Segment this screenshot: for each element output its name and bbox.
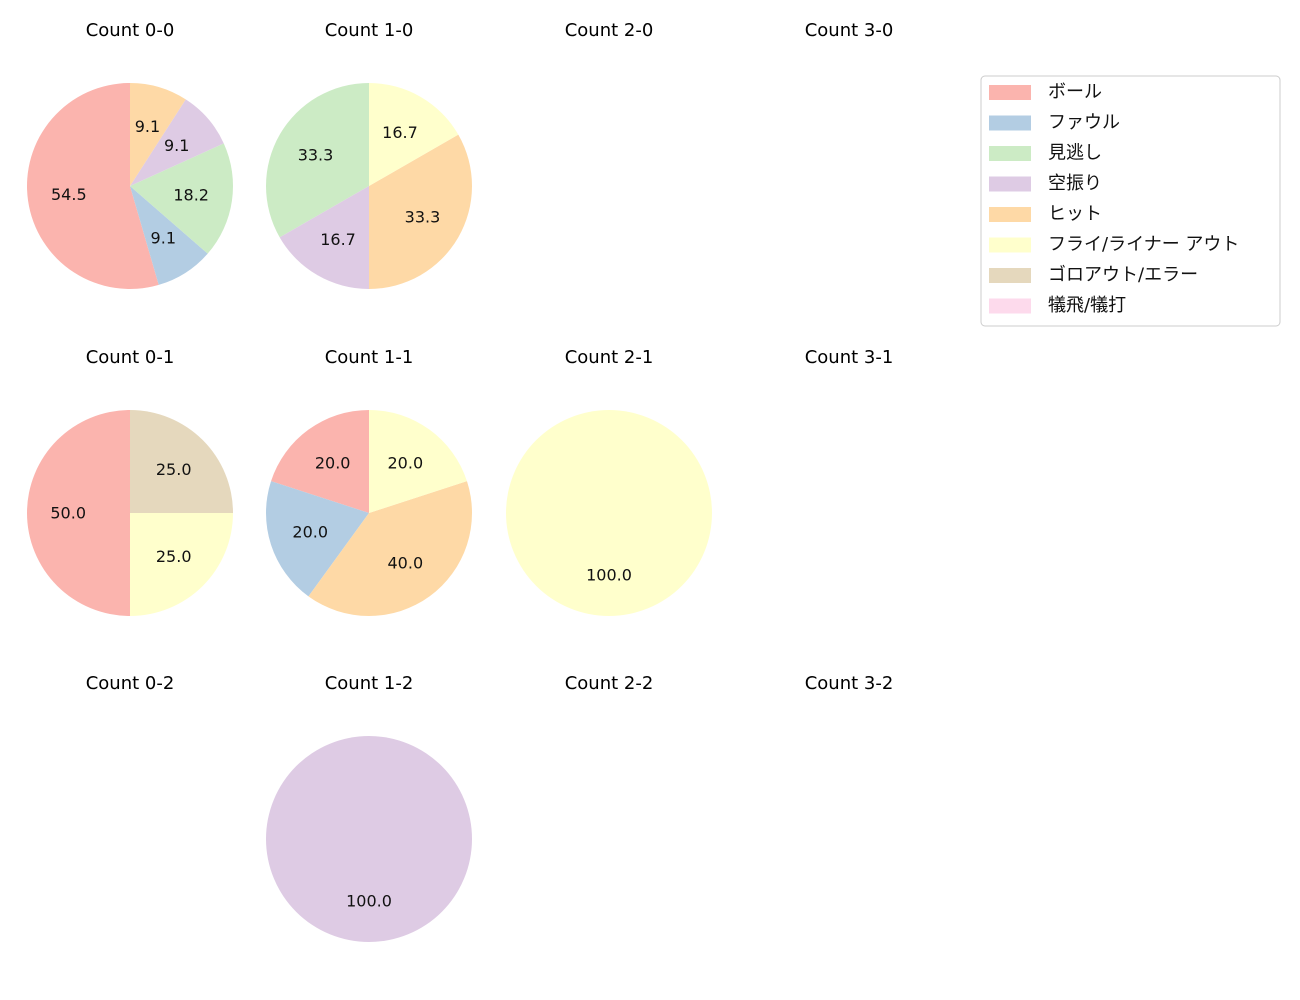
legend-item: 犠飛/犠打 (989, 295, 1126, 316)
pie-chart-count-3-2: Count 3-2 (805, 673, 894, 694)
chart-title: Count 0-2 (86, 673, 175, 694)
pie-chart-count-0-0: Count 0-054.59.118.29.19.1 (27, 20, 233, 289)
legend-swatch (989, 176, 1031, 192)
chart-title: Count 3-2 (805, 673, 894, 694)
slice-value-label: 50.0 (50, 504, 86, 523)
legend-item: ボール (989, 82, 1102, 103)
chart-title: Count 1-2 (325, 673, 414, 694)
chart-title: Count 3-0 (805, 20, 894, 41)
slice-value-label: 100.0 (346, 891, 392, 910)
legend-item: ファウル (989, 112, 1120, 133)
legend-item: ヒット (989, 204, 1102, 225)
pie-slice (369, 134, 472, 289)
chart-title: Count 2-1 (565, 347, 654, 368)
legend-swatch (989, 237, 1031, 253)
slice-value-label: 9.1 (135, 117, 160, 136)
pie-slice (279, 186, 369, 289)
pie-slice (130, 513, 233, 616)
legend-item: ゴロアウト/エラー (989, 265, 1198, 286)
legend-swatch (989, 298, 1031, 314)
slice-value-label: 25.0 (156, 460, 192, 479)
slice-value-label: 16.7 (382, 123, 418, 142)
pie-slice (308, 481, 472, 616)
pie-chart-count-1-0: Count 1-0 33.3 16.7 33.3 16.7 (265, 20, 472, 289)
chart-title: Count 1-1 (325, 347, 414, 368)
legend-label: ヒット (1048, 204, 1102, 225)
pie-slice (130, 143, 233, 254)
pie-slice (130, 186, 208, 285)
slice-value-label: 25.0 (156, 547, 192, 566)
pie-chart-count-1-2: Count 1-2 100.0 (266, 673, 472, 942)
slice-value-label: 16.7 (320, 230, 356, 249)
pie-slice (265, 83, 369, 238)
pie-slice (506, 410, 712, 616)
pie-chart-count-0-1: Count 0-1 50.0 25.0 25.0 (27, 347, 233, 616)
legend-label: フライ/ライナー アウト (1048, 234, 1239, 255)
chart-title: Count 3-1 (805, 347, 894, 368)
slice-value-label: 33.3 (298, 146, 334, 165)
pie-chart-count-3-0: Count 3-0 (805, 20, 894, 41)
pie-chart-count-0-2: Count 0-2 (86, 673, 175, 694)
pie-slice (369, 83, 459, 186)
slice-value-label: 9.1 (164, 136, 189, 155)
pie-chart-count-2-0: Count 2-0 (565, 20, 654, 41)
chart-title: Count 1-0 (325, 20, 414, 41)
chart-title: Count 0-1 (86, 347, 175, 368)
legend-swatch (989, 115, 1031, 131)
slice-value-label: 20.0 (315, 454, 351, 473)
slice-value-label: 100.0 (586, 565, 632, 584)
pie-slice (271, 410, 369, 513)
legend-item: 見逃し (989, 143, 1102, 164)
chart-title: Count 0-0 (86, 20, 175, 41)
pie-slice (130, 410, 233, 513)
pie-chart-count-2-2: Count 2-2 (565, 673, 654, 694)
legend-label: 犠飛/犠打 (1048, 295, 1126, 316)
legend-swatch (989, 146, 1031, 161)
pie-slice (130, 99, 224, 186)
legend-swatch (989, 268, 1031, 283)
legend-label: ゴロアウト/エラー (1048, 265, 1198, 286)
pie-slice (27, 83, 159, 289)
pie-slice (266, 481, 369, 597)
pie-slice (130, 83, 186, 186)
pie-chart-count-2-1: Count 2-1 100.0 (506, 347, 712, 616)
slice-value-label: 40.0 (388, 553, 424, 572)
legend-item: 空振り (989, 173, 1102, 194)
legend-frame (980, 75, 1281, 327)
pie-chart-count-1-1: Count 1-1 20.0 20.0 40.0 20.0 (266, 347, 472, 616)
legend-label: 見逃し (1048, 143, 1102, 164)
legend-label: ファウル (1048, 112, 1120, 133)
slice-value-label: 18.2 (173, 185, 209, 204)
legend-item: フライ/ライナー アウト (989, 234, 1239, 255)
pie-slice (369, 410, 467, 513)
slice-value-label: 20.0 (292, 523, 328, 542)
pie-slice (266, 736, 472, 942)
pie-chart-count-3-1: Count 3-1 (805, 347, 894, 368)
legend-swatch (989, 85, 1031, 100)
slice-value-label: 9.1 (151, 229, 176, 248)
legend-label: ボール (1048, 82, 1102, 103)
chart-title: Count 2-0 (565, 20, 654, 41)
slice-value-label: 54.5 (51, 185, 87, 204)
legend-swatch (989, 207, 1031, 222)
legend-label: 空振り (1048, 173, 1102, 194)
slice-value-label: 20.0 (388, 454, 424, 473)
chart-title: Count 2-2 (565, 673, 654, 694)
slice-value-label: 33.3 (405, 207, 441, 226)
pie-slice (27, 410, 130, 616)
